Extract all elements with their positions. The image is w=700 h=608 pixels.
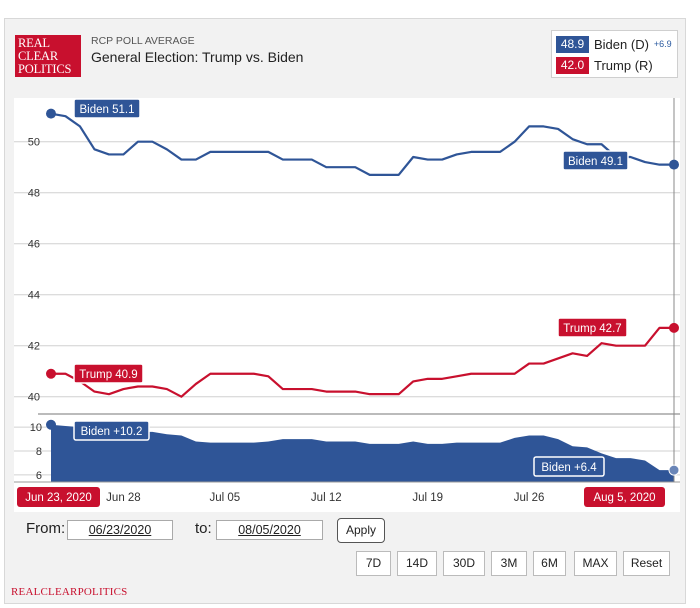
legend-biden-value: 48.9 [556,35,589,53]
range-7d-button[interactable]: 7D [356,551,391,576]
legend-biden-name: Biden (D) [594,36,649,52]
apply-button[interactable]: Apply [337,518,385,543]
trump-end-point [669,322,679,333]
x-tick-label: Jul 26 [514,492,545,504]
trump-end-callout-box [557,317,628,338]
trump-start-point [46,368,56,379]
chart-title: General Election: Trump vs. Biden [91,49,304,65]
x-tick-label: Jul 05 [210,492,241,504]
legend: 48.9 Biden (D) +6.9 42.0 Trump (R) [551,30,678,78]
range-30d-button[interactable]: 30D [443,551,485,576]
end-date-label: Aug 5, 2020 [593,492,655,504]
logo-line-2: CLEAR [18,49,58,63]
spread-start-callout-box [73,420,150,441]
spread-tick-label: 10 [30,422,42,434]
spread-area [51,424,674,482]
trump-start-callout: Trump 40.9 [79,369,137,381]
logo-line-3: POLITICS [18,62,72,76]
legend-trump-name: Trump (R) [594,57,653,73]
end-date-label-box [584,487,665,507]
y-tick-label: 44 [28,290,40,302]
biden-start-callout-box [73,98,141,119]
legend-trump-value: 42.0 [556,56,589,74]
spread-start-point [46,419,56,430]
chart-subtitle: RCP POLL AVERAGE [91,35,195,47]
range-max-button[interactable]: MAX [574,551,617,576]
spread-start-callout: Biden +10.2 [81,426,143,438]
y-tick-label: 42 [28,341,40,353]
spread-tick-label: 8 [36,446,42,458]
logo-line-1: REAL [18,36,50,50]
start-date-label-box [17,487,100,507]
trump-start-callout-box [73,363,144,384]
biden-start-point [46,108,56,119]
to-date-input[interactable]: 08/05/2020 [216,520,323,540]
reset-button[interactable]: Reset [623,551,670,576]
rcp-logo[interactable]: REAL CLEAR POLITICS [15,35,81,77]
y-tick-label: 40 [28,392,40,404]
biden-line [50,112,674,176]
y-tick-label: 50 [28,137,40,149]
biden-end-callout-box [562,150,629,171]
from-label: From: [26,520,66,537]
y-tick-label: 46 [28,239,40,251]
to-label: to: [195,520,212,537]
footer-logo[interactable]: REALCLEARPOLITICS [11,586,128,598]
x-tick-label: Jul 19 [412,492,443,504]
range-14d-button[interactable]: 14D [397,551,437,576]
trump-end-callout: Trump 42.7 [563,323,621,335]
start-date-label: Jun 23, 2020 [25,492,92,504]
range-3m-button[interactable]: 3M [491,551,527,576]
legend-biden[interactable]: 48.9 Biden (D) +6.9 [556,35,672,53]
spread-end-point [668,464,680,476]
spread-tick-label: 6 [36,470,42,482]
legend-biden-spread: +6.9 [653,39,672,49]
trump-line [51,326,674,398]
from-date-input[interactable]: 06/23/2020 [67,520,173,540]
spread-end-callout-box [533,456,605,477]
chart-area[interactable]: 40 42 44 46 48 50 6 8 10 Jun 28 Jul 05 Jul 12 Jul 19… [14,98,680,512]
x-tick-label: Jul 12 [311,492,342,504]
biden-start-callout: Biden 51.1 [80,104,135,116]
legend-trump[interactable]: 42.0 Trump (R) [556,56,653,74]
x-tick-label: Jun 28 [106,492,141,504]
y-tick-label: 48 [28,188,40,200]
biden-end-callout: Biden 49.1 [568,156,623,168]
chart-svg[interactable]: 40 42 44 46 48 50 6 8 10 Jun 28 Jul 05 Jul 12 Jul 19… [14,98,680,512]
range-6m-button[interactable]: 6M [533,551,566,576]
biden-end-point [669,159,679,170]
spread-end-callout: Biden +6.4 [541,462,597,474]
